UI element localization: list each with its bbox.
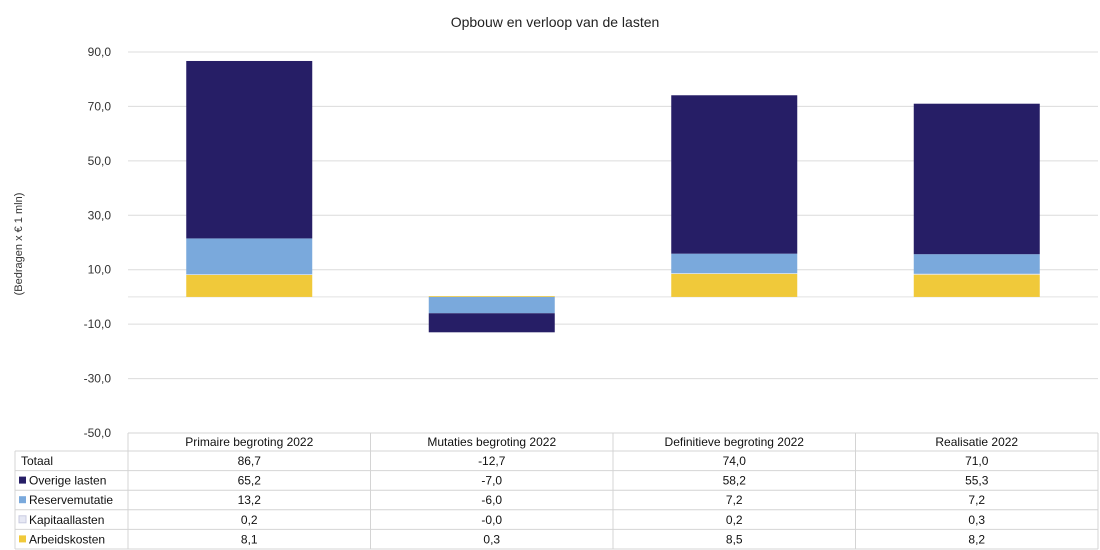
category-label: Primaire begroting 2022 [185,435,313,449]
y-ticks: 90,0 70,0 50,0 30,0 10,0 -10,0 -30,0 -50,0 [84,45,112,440]
table-cell-value: 0,3 [483,532,500,546]
table-cell-value: 8,1 [241,532,258,546]
table-row-label: Arbeidskosten [29,532,105,546]
table-cell-value: 71,0 [965,454,989,468]
y-tick-label: 50,0 [88,154,112,168]
table-cell-value: -7,0 [481,474,502,488]
y-axis-label: (Bedragen x € 1 mln) [13,193,25,296]
bar-segment-reservemutatie [186,238,313,275]
bars [186,60,1040,333]
table-cell-value: 8,2 [968,532,985,546]
bar-segment-overige-lasten [671,95,798,254]
bar-segment-overige-lasten [186,60,313,239]
table-cell-value: 86,7 [238,454,262,468]
bar-segment-reservemutatie [671,253,798,274]
y-tick-label: 90,0 [88,45,112,59]
legend-swatch [19,535,26,543]
table-cell-value: 8,5 [726,532,743,546]
bar-segment-overige-lasten [913,103,1040,255]
table-cell-value: 55,3 [965,474,989,488]
legend-swatch [18,515,27,524]
table-cell-value: 74,0 [723,454,747,468]
category-label: Definitieve begroting 2022 [665,435,805,449]
table-cell-value: 7,2 [968,493,985,507]
table-cell-value: 7,2 [726,493,743,507]
table-row-label: Totaal [21,454,53,468]
legend-swatch [19,476,26,484]
table-cell-value: 0,3 [968,513,985,527]
bar-segment-kapitaallasten [186,274,313,275]
y-tick-label: -50,0 [84,426,112,440]
bar-segment-overige-lasten [428,313,555,333]
bar-segment-reservemutatie [428,296,555,314]
table-row-label: Reservemutatie [29,493,113,507]
chart-title: Opbouw en verloop van de lasten [451,14,660,30]
table-cell-value: 13,2 [238,493,262,507]
legend-swatch [19,496,26,504]
bar-segment-arbeidskosten [428,296,555,297]
table-cell-value: -6,0 [481,493,502,507]
table-cell-value: 65,2 [238,474,262,488]
table-row-label: Kapitaallasten [29,513,104,527]
data-table: Primaire begroting 2022 Mutaties begrotin… [14,432,1099,550]
table-cell-value: 0,2 [241,513,258,527]
table-row-label: Overige lasten [29,474,106,488]
table-cell-value: -0,0 [481,513,502,527]
bar-segment-arbeidskosten [913,274,1040,297]
y-tick-label: 10,0 [88,263,112,277]
y-tick-label: -10,0 [84,317,112,331]
bar-segment-kapitaallasten [671,273,798,274]
y-tick-label: 30,0 [88,208,112,222]
bar-segment-reservemutatie [913,254,1040,274]
table-cell-value: 0,2 [726,513,743,527]
table-cell-value: 58,2 [723,474,747,488]
y-tick-label: 70,0 [88,99,112,113]
bar-segment-arbeidskosten [671,273,798,297]
category-label: Realisatie 2022 [935,435,1018,449]
bar-segment-arbeidskosten [186,274,313,297]
table-cell-value: -12,7 [478,454,506,468]
bar-segment-kapitaallasten [913,273,1040,275]
y-tick-label: -30,0 [84,372,112,386]
category-label: Mutaties begroting 2022 [427,435,556,449]
